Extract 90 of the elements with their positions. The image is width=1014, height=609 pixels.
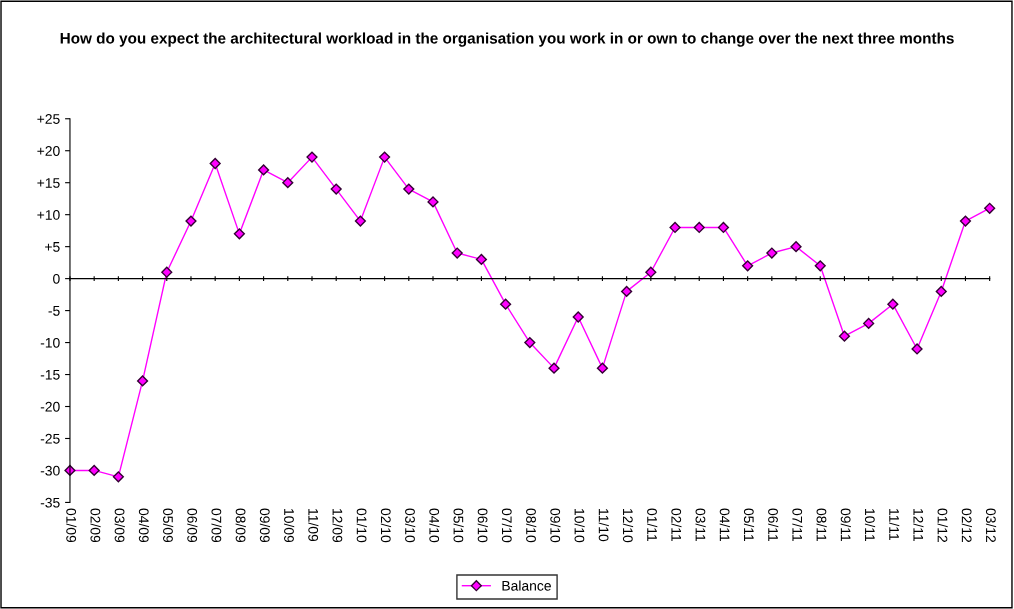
x-tick-label: 10/11 (864, 509, 876, 542)
x-tick-label: 03/11 (695, 508, 706, 542)
x-tick-label: 03/10 (405, 508, 416, 543)
point (500, 298, 512, 310)
point (596, 362, 609, 374)
point (354, 215, 367, 227)
point (838, 330, 851, 342)
point (233, 228, 245, 240)
point (814, 260, 826, 272)
x-tick-label: 01/09 (66, 508, 77, 543)
point (378, 151, 391, 163)
point (621, 285, 633, 298)
chart-title: How do you expect the architectural workload in the organisation you work in or own to change over the next three months (60, 32, 954, 47)
y-tick-label: -5 (48, 306, 60, 316)
x-tick-label: 10/09 (284, 509, 295, 543)
point (935, 285, 947, 298)
x-tick-label: 03/12 (985, 508, 997, 543)
point (136, 375, 149, 387)
x-tick-label: 06/11 (768, 508, 779, 542)
point (209, 157, 221, 170)
x-tick-label: 02/11 (671, 508, 682, 542)
y-tick-label: -15 (40, 370, 60, 380)
y-tick-label: +25 (37, 114, 60, 124)
point (282, 177, 294, 189)
x-tick-label: 07/10 (501, 508, 513, 543)
point (88, 464, 100, 477)
x-tick-label: 01/10 (356, 508, 367, 543)
x-tick-label: 02/10 (380, 508, 392, 543)
point (717, 221, 730, 234)
x-tick-label: 01/12 (937, 508, 948, 543)
x-tick-label: 12/09 (332, 509, 343, 543)
point (887, 298, 899, 310)
point (959, 215, 972, 227)
x-tick-label: 08/10 (526, 508, 537, 543)
y-tick-label: -30 (40, 465, 60, 476)
point (403, 183, 415, 195)
y-tick-label: +15 (37, 178, 60, 188)
point (306, 151, 318, 163)
point (669, 221, 681, 234)
point (766, 247, 778, 259)
point (572, 311, 584, 323)
x-tick-label: 05/11 (743, 508, 755, 542)
point (645, 266, 657, 278)
y-tick-label: +20 (37, 146, 60, 156)
point (863, 317, 875, 329)
x-tick-label: 02/12 (961, 508, 972, 543)
x-tick-label: 05/10 (453, 508, 464, 543)
x-tick-label: 05/09 (163, 508, 174, 543)
x-tick-label: 01/11 (647, 508, 658, 542)
x-tick-label: 10/10 (574, 509, 585, 543)
point (742, 260, 754, 272)
x-tick-label: 04/10 (429, 508, 440, 543)
point (524, 336, 536, 349)
y-tick-label: -20 (40, 401, 60, 412)
x-tick-label: 02/09 (90, 508, 101, 543)
point (161, 266, 173, 278)
x-tick-label: 04/09 (138, 508, 150, 543)
x-tick-label: 08/11 (816, 508, 827, 542)
point (984, 202, 996, 214)
point (475, 253, 488, 266)
point (330, 183, 342, 195)
x-tick-label: 11/11 (889, 509, 900, 541)
y-tick-label: -10 (40, 337, 60, 348)
y-tick-label: 0 (53, 273, 60, 284)
x-tick-label: 07/11 (792, 508, 803, 542)
x-tick-label: 04/11 (719, 508, 730, 542)
x-tick-label: 03/09 (114, 508, 125, 543)
x-tick-label: 12/11 (913, 509, 924, 542)
x-tick-label: 06/10 (477, 508, 488, 543)
x-tick-label: 09/09 (259, 508, 271, 543)
x-tick-label: 11/09 (308, 509, 319, 542)
x-tick-label: 06/09 (187, 508, 198, 543)
point (548, 362, 560, 374)
x-tick-label: 09/11 (840, 508, 851, 542)
y-tick-label: +10 (37, 210, 60, 220)
y-tick-label: +5 (45, 242, 60, 252)
y-tick-label: -25 (40, 433, 60, 444)
point (451, 247, 463, 259)
point (693, 221, 705, 234)
point (790, 241, 802, 253)
y-tick-label: -35 (40, 497, 60, 508)
legend-label: Balance (502, 580, 551, 591)
x-tick-label: 09/10 (550, 508, 561, 543)
point (257, 164, 270, 176)
x-tick-label: 11/10 (598, 509, 609, 542)
x-tick-label: 07/09 (211, 508, 222, 543)
x-tick-label: 12/10 (622, 509, 634, 543)
point (112, 471, 124, 483)
point (427, 196, 439, 208)
x-tick-label: 08/09 (235, 508, 246, 543)
